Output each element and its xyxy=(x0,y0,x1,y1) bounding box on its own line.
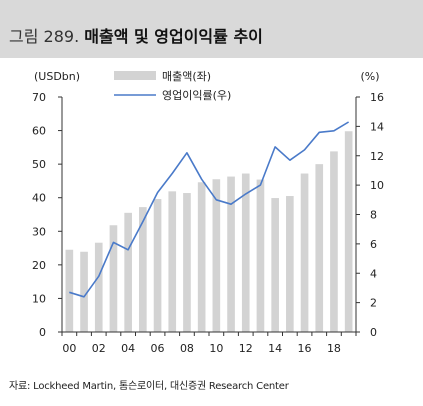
right-axis-unit: (%) xyxy=(360,70,379,83)
bar-11 xyxy=(227,176,235,332)
chart-title: 그림 289. 매출액 및 영업이익률 추이 xyxy=(9,23,263,47)
legend-bar-label: 매출액(좌) xyxy=(162,70,211,83)
bar-14 xyxy=(271,198,279,332)
bar-13 xyxy=(256,179,265,332)
left-tick-label: 60 xyxy=(32,125,46,138)
bar-18 xyxy=(330,151,338,332)
chart: (USDbn) (%)매출액(좌)영업이익률(우)0102030405060700… xyxy=(32,70,384,355)
right-tick-label: 6 xyxy=(370,238,377,251)
x-tick-label: 04 xyxy=(121,342,135,355)
left-tick-label: 70 xyxy=(32,91,46,104)
left-tick-label: 20 xyxy=(32,259,46,272)
right-tick-label: 16 xyxy=(370,91,384,104)
bar-17 xyxy=(315,164,324,332)
left-tick-label: 0 xyxy=(39,326,46,339)
x-tick-label: 06 xyxy=(151,342,165,355)
x-tick-label: 10 xyxy=(209,342,223,355)
operating-margin-line xyxy=(69,121,350,298)
x-tick-label: 18 xyxy=(327,342,341,355)
figure-number: 그림 289. xyxy=(9,27,80,46)
right-tick-label: 0 xyxy=(370,326,377,339)
bar-19 xyxy=(344,131,353,332)
left-tick-label: 30 xyxy=(32,225,46,238)
bar-06 xyxy=(153,199,162,332)
legend-line-label: 영업이익률(우) xyxy=(162,89,231,102)
bar-01 xyxy=(80,251,88,332)
bar-08 xyxy=(183,193,191,332)
legend-bar-swatch xyxy=(114,71,156,80)
right-tick-label: 4 xyxy=(370,267,377,280)
bar-05 xyxy=(139,207,147,332)
bar-07 xyxy=(168,191,177,332)
bar-02 xyxy=(94,242,103,332)
x-tick-label: 14 xyxy=(268,342,282,355)
title-bar xyxy=(0,0,423,58)
bar-16 xyxy=(300,173,309,332)
left-axis-unit: (USDbn) xyxy=(34,70,80,83)
right-tick-label: 10 xyxy=(370,179,384,192)
x-tick-label: 16 xyxy=(298,342,312,355)
bar-04 xyxy=(124,212,132,332)
title-text: 매출액 및 영업이익률 추이 xyxy=(84,27,263,46)
bar-03 xyxy=(109,225,118,332)
left-tick-label: 40 xyxy=(32,192,46,205)
bar-12 xyxy=(241,173,250,332)
x-tick-label: 12 xyxy=(239,342,253,355)
right-tick-label: 8 xyxy=(370,209,377,222)
left-tick-label: 10 xyxy=(32,292,46,305)
x-tick-label: 00 xyxy=(62,342,76,355)
x-tick-label: 08 xyxy=(180,342,194,355)
bar-10 xyxy=(212,179,221,332)
x-tick-label: 02 xyxy=(92,342,106,355)
bar-00 xyxy=(65,249,74,332)
bar-09 xyxy=(197,182,206,332)
source-note: 자료: Lockheed Martin, 톰슨로이터, 대신증권 Researc… xyxy=(9,381,289,392)
left-tick-label: 50 xyxy=(32,158,46,171)
right-tick-label: 12 xyxy=(370,150,384,163)
bar-15 xyxy=(286,196,294,332)
right-tick-label: 14 xyxy=(370,120,384,133)
right-tick-label: 2 xyxy=(370,297,377,310)
